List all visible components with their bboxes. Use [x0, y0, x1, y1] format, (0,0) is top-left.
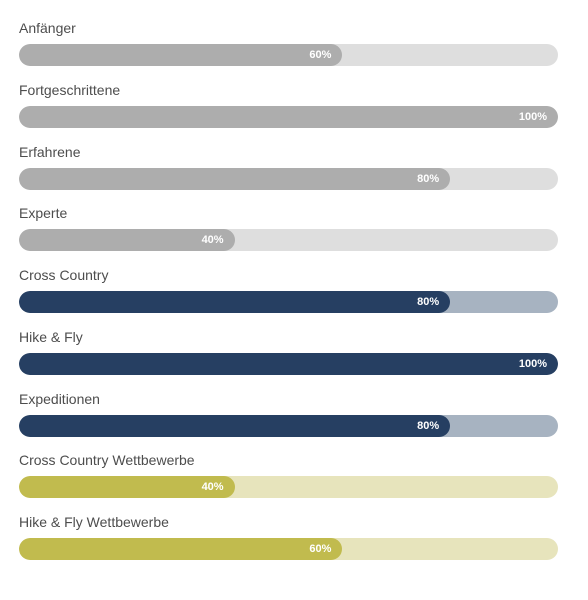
skill-item-experte: Experte 40% — [19, 205, 558, 267]
skill-label: Expeditionen — [19, 390, 100, 407]
skill-item-cross-country-wettbewerbe: Cross Country Wettbewerbe 40% — [19, 452, 558, 514]
skill-label: Hike & Fly Wettbewerbe — [19, 514, 169, 530]
progress-percent: 40% — [201, 481, 224, 494]
skill-label: Fortgeschrittene — [19, 81, 121, 98]
progress-track: 80% — [19, 167, 558, 190]
progress-fill: 80% — [19, 291, 451, 313]
progress-percent: 100% — [518, 357, 547, 370]
progress-track: 100% — [19, 352, 558, 375]
progress-percent: 40% — [201, 234, 224, 247]
progress-fill: 100% — [19, 105, 558, 128]
skill-label: Experte — [19, 205, 68, 222]
progress-percent: 100% — [518, 110, 547, 123]
progress-percent: 80% — [417, 296, 440, 308]
progress-percent: 60% — [309, 543, 332, 555]
skill-label: Erfahrene — [19, 143, 81, 160]
skill-label: Anfänger — [19, 20, 76, 36]
progress-percent: 80% — [417, 172, 440, 185]
progress-fill: 40% — [19, 229, 235, 252]
skill-item-anfaenger: Anfänger 60% — [19, 20, 558, 82]
progress-track: 40% — [19, 476, 558, 499]
progress-percent: 80% — [417, 419, 440, 432]
progress-fill: 40% — [19, 476, 235, 499]
progress-track: 80% — [19, 291, 558, 313]
skill-label: Hike & Fly — [19, 328, 83, 345]
skill-label: Cross Country Wettbewerbe — [19, 452, 195, 469]
progress-fill: 100% — [19, 352, 558, 375]
progress-track: 80% — [19, 414, 558, 437]
progress-track: 100% — [19, 105, 558, 128]
skill-item-erfahrene: Erfahrene 80% — [19, 144, 558, 206]
skill-item-hike-and-fly: Hike & Fly 100% — [19, 329, 558, 391]
progress-track: 60% — [19, 538, 558, 560]
skill-item-expeditionen: Expeditionen 80% — [19, 391, 558, 453]
progress-track: 60% — [19, 44, 558, 66]
progress-track: 40% — [19, 229, 558, 252]
skill-item-fortgeschrittene: Fortgeschrittene 100% — [19, 82, 558, 144]
skill-label: Cross Country — [19, 267, 109, 283]
skill-item-cross-country: Cross Country 80% — [19, 267, 558, 329]
progress-percent: 60% — [309, 49, 332, 61]
progress-fill: 60% — [19, 538, 343, 560]
progress-fill: 80% — [19, 414, 451, 437]
progress-fill: 80% — [19, 167, 451, 190]
skill-item-hike-and-fly-wettbewerbe: Hike & Fly Wettbewerbe 60% — [19, 514, 558, 576]
progress-fill: 60% — [19, 44, 343, 66]
skill-bars-list: Anfänger 60% Fortgeschrittene 100% Erfah… — [19, 20, 558, 576]
